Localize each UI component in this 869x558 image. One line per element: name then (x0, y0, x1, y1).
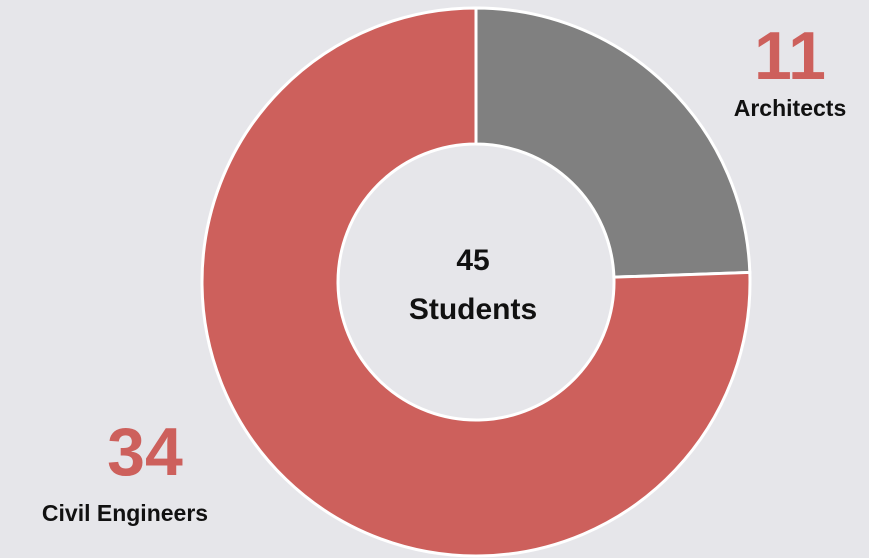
center-label: Students (408, 293, 538, 326)
slice-architects (474, 6, 752, 279)
architects-value-label: 11 (754, 18, 826, 94)
donut-slices (200, 6, 752, 558)
civil-engineers-name-label: Civil Engineers (41, 500, 209, 526)
architects-name-label: Architects (733, 95, 847, 121)
slice-civil-engineers (200, 6, 752, 558)
civil-engineers-value-label: 34 (107, 414, 183, 490)
center-total: 45 (456, 244, 490, 277)
